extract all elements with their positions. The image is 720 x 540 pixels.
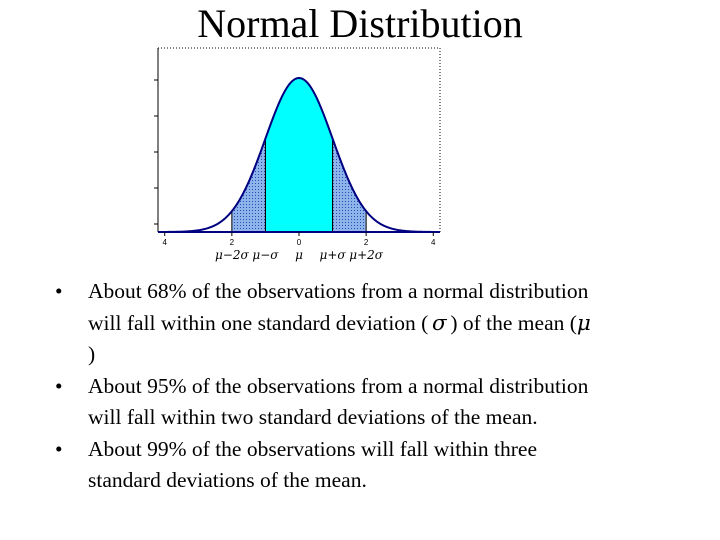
interval-label: μ+σ bbox=[320, 248, 347, 262]
bullet-list: • About 68% of the observations from a n… bbox=[55, 276, 675, 497]
x-tick-label: 4 bbox=[431, 238, 436, 247]
sigma-symbol: σ bbox=[432, 310, 447, 336]
bullet-text: will fall within two standard deviations… bbox=[88, 405, 538, 429]
x-tick-label: 2 bbox=[230, 238, 235, 247]
bullet-text: About 95% of the observations from a nor… bbox=[88, 373, 589, 398]
chart-svg: 4 2 0 2 4 μ−2σ μ−σ μ μ+σ μ+2σ bbox=[154, 47, 441, 262]
bullet-text: standard deviations of the mean. bbox=[88, 468, 367, 492]
slide-title: Normal Distribution bbox=[197, 1, 523, 46]
bullet-item-99-percent: • About 99% of the observations will fal… bbox=[55, 434, 675, 497]
interval-label: μ+2σ bbox=[349, 248, 383, 262]
x-tick-label: 2 bbox=[364, 238, 369, 247]
interval-label: μ−σ bbox=[252, 248, 279, 262]
bullet-text: About 99% of the observations will fall … bbox=[88, 436, 538, 461]
bullet-text: will fall within one standard deviation … bbox=[88, 310, 429, 335]
bullet-marker: • bbox=[55, 436, 63, 461]
bullet-text: ) bbox=[88, 342, 96, 366]
bullet-text: ) of the mean ( bbox=[450, 310, 577, 335]
bullet-marker: • bbox=[55, 373, 63, 398]
bullet-text: About 68% of the observations from a nor… bbox=[88, 279, 589, 303]
normal-curve-chart: 4 2 0 2 4 μ−2σ μ−σ μ μ+σ μ+2σ bbox=[150, 42, 450, 272]
x-tick-label: 4 bbox=[162, 238, 167, 247]
bullet-marker: • bbox=[55, 279, 63, 303]
bullet-item-95-percent: • About 95% of the observations from a n… bbox=[55, 371, 675, 434]
x-tick-label: 0 bbox=[297, 238, 302, 247]
bullet-item-68-percent: • About 68% of the observations from a n… bbox=[55, 276, 675, 371]
shaded-interval-0 bbox=[264, 77, 334, 233]
mu-symbol: μ bbox=[576, 310, 591, 336]
interval-label: μ bbox=[295, 248, 303, 262]
interval-label: μ−2σ bbox=[215, 248, 249, 262]
normal-curve-line bbox=[157, 76, 441, 233]
